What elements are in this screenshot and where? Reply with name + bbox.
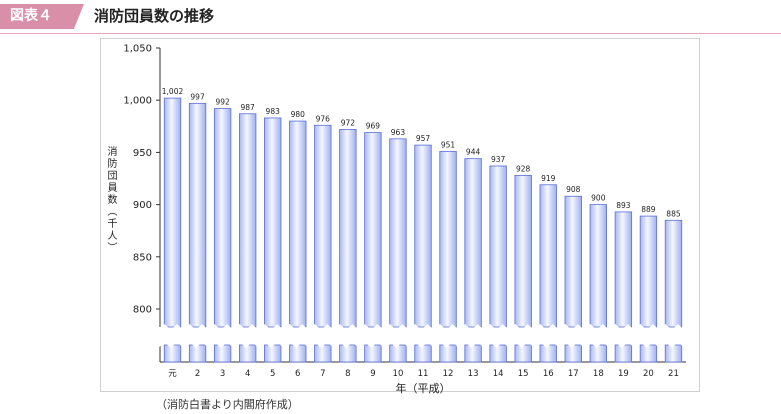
bar-lower-2: [188, 344, 207, 363]
bar-lower-5: [264, 344, 282, 363]
data-label: 944: [466, 148, 481, 157]
bar-7: [314, 124, 332, 328]
data-label: 957: [416, 134, 431, 143]
bar-lower-11: [414, 344, 432, 363]
bar-16: [539, 184, 557, 328]
data-label: 976: [316, 114, 331, 123]
bar-10: [389, 138, 407, 328]
bar-19: [614, 211, 633, 328]
figure-number-badge: 図表４: [0, 4, 84, 29]
axis-break-band: [152, 324, 685, 348]
bar-lower-9: [364, 344, 382, 363]
y-tick-label: 950: [133, 148, 152, 159]
bar-lower-元: [163, 344, 182, 363]
bar-元: [163, 97, 182, 328]
bar-lower-8: [339, 344, 357, 363]
bar-13: [464, 158, 482, 328]
bar-18: [589, 204, 607, 328]
bar-12: [439, 150, 457, 328]
data-label: 889: [641, 205, 656, 214]
bar-lower-3: [213, 344, 232, 363]
bar-8: [339, 129, 357, 328]
bar-lower-10: [389, 344, 407, 363]
bar-3: [213, 108, 232, 328]
data-label: 908: [566, 185, 581, 194]
x-tick-label: 10: [393, 369, 404, 379]
x-tick-label: 20: [643, 369, 654, 379]
bar-lower-12: [439, 344, 457, 363]
bar-lower-6: [289, 344, 307, 363]
x-tick-label: 14: [493, 369, 504, 379]
data-label: 972: [341, 118, 356, 127]
bar-lower-18: [589, 344, 607, 363]
x-tick-label: 12: [443, 369, 454, 379]
y-tick-label: 800: [133, 305, 152, 316]
bar-lower-16: [539, 344, 557, 363]
data-label: 987: [241, 103, 256, 112]
chart-frame: [100, 38, 700, 392]
x-tick-label: 9: [370, 369, 375, 379]
data-label: 980: [291, 110, 306, 119]
bar-20: [639, 215, 658, 328]
y-tick-label: 1,050: [123, 44, 152, 55]
bar-lower-21: [664, 344, 683, 363]
bar-21: [664, 219, 683, 328]
data-label: 893: [616, 201, 631, 210]
y-tick-label: 900: [133, 200, 152, 211]
bar-14: [489, 165, 507, 328]
x-tick-label: 11: [418, 369, 429, 379]
data-label: 963: [391, 128, 406, 137]
source-note: （消防白書より内閣府作成）: [156, 398, 299, 411]
x-tick-label: 6: [295, 369, 300, 379]
x-tick-label: 21: [668, 369, 679, 379]
bar-9: [364, 132, 382, 328]
x-tick-label: 3: [220, 369, 225, 379]
data-label: 951: [441, 140, 456, 149]
bar-17: [564, 195, 582, 328]
y-axis-label: 消防団員数（千人）: [105, 146, 116, 254]
bar-lower-19: [614, 344, 633, 363]
bar-11: [414, 144, 432, 328]
x-tick-label: 元: [168, 369, 177, 379]
data-label: 992: [215, 98, 230, 107]
bar-lower-17: [564, 344, 582, 363]
figure-header: 図表４ 消防団員数の推移: [0, 0, 781, 34]
bar-2: [188, 102, 207, 328]
x-tick-label: 15: [518, 369, 529, 379]
x-tick-label: 19: [618, 369, 629, 379]
data-label: 919: [541, 174, 556, 183]
data-label: 885: [666, 209, 681, 218]
data-label: 1,002: [162, 87, 184, 96]
data-label: 997: [190, 92, 205, 101]
bar-lower-4: [239, 344, 257, 363]
data-label: 937: [491, 155, 506, 164]
x-tick-label: 5: [270, 369, 275, 379]
x-tick-label: 8: [345, 369, 350, 379]
x-tick-label: 17: [568, 369, 579, 379]
bar-lower-15: [514, 344, 532, 363]
bar-lower-14: [489, 344, 507, 363]
bar-lower-13: [464, 344, 482, 363]
data-label: 900: [591, 194, 606, 203]
bar-4: [239, 113, 257, 328]
y-tick-label: 1,000: [123, 96, 152, 107]
y-tick-label: 850: [133, 252, 152, 263]
x-tick-label: 4: [245, 369, 250, 379]
x-tick-label: 7: [320, 369, 325, 379]
x-tick-label: 18: [593, 369, 604, 379]
x-axis-label: 年（平成）: [396, 381, 451, 395]
bar-lower-20: [639, 344, 658, 363]
bar-15: [514, 174, 532, 328]
data-label: 983: [266, 107, 281, 116]
x-tick-label: 16: [543, 369, 554, 379]
x-tick-label: 2: [195, 369, 200, 379]
data-label: 969: [366, 122, 381, 131]
data-label: 928: [516, 164, 531, 173]
bar-6: [289, 120, 307, 328]
chart-title: 消防団員数の推移: [94, 7, 215, 25]
x-tick-label: 13: [468, 369, 479, 379]
bar-5: [264, 117, 282, 328]
bar-lower-7: [314, 344, 332, 363]
